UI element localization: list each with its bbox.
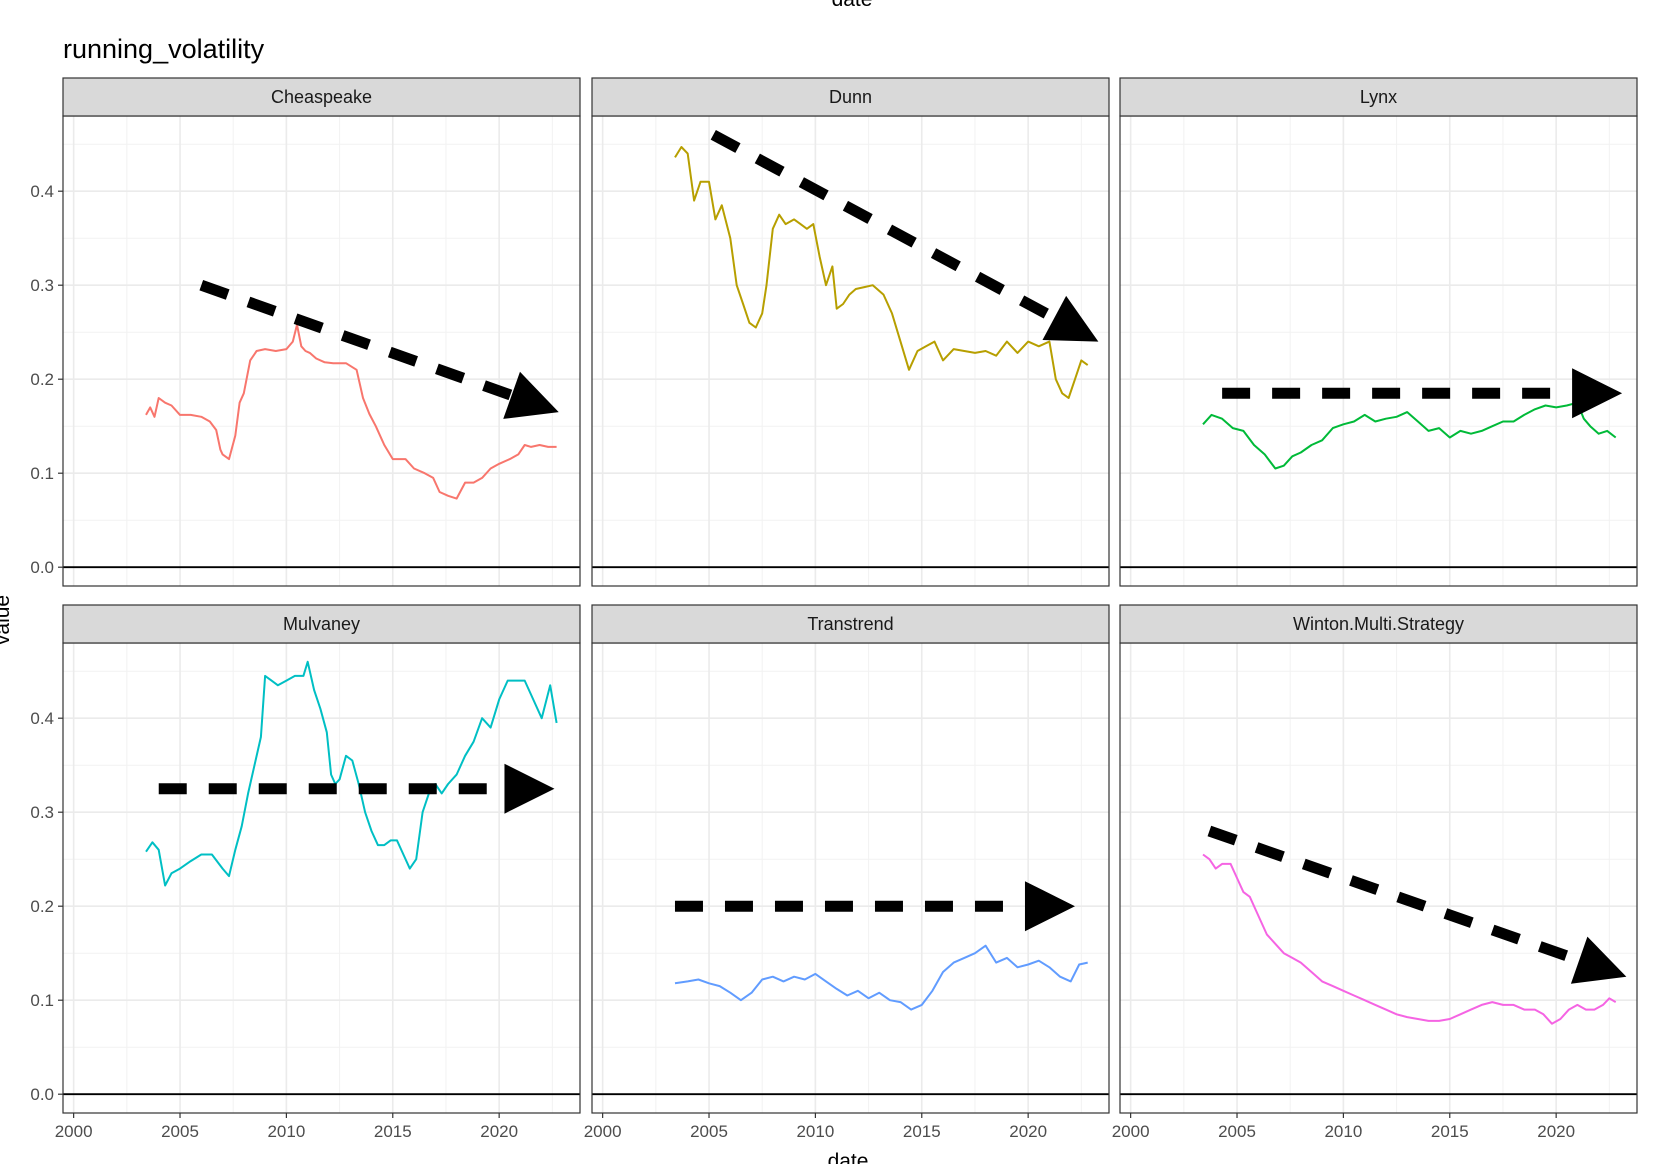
x-tick-label: 2015: [903, 1122, 941, 1141]
series-line-transtrend: [674, 944, 1088, 1011]
x-tick-label: 2015: [374, 1122, 412, 1141]
facet-strip-label: Lynx: [1360, 87, 1397, 107]
facet-strip: [591, 77, 1110, 117]
x-tick-label: 2005: [1218, 1122, 1256, 1141]
facet-panels: Cheaspeake 0.0 0.1 0.2 0.3 0.4 Dunn Lynx Mulvane…: [30, 77, 1638, 1141]
facet-strip: [62, 77, 581, 117]
facet-cheaspeake: Cheaspeake 0.0 0.1 0.2 0.3 0.4: [30, 77, 581, 587]
panel-background: [592, 116, 1109, 586]
x-axis-title: date: [828, 1150, 869, 1164]
panel-background: [63, 643, 580, 1113]
x-tick-label: 2000: [584, 1122, 622, 1141]
trend-arrow-head: [1572, 368, 1623, 419]
facet-strip: [1119, 77, 1638, 117]
facet-strip-label: Mulvaney: [283, 614, 360, 634]
series-line-dunn: [674, 146, 1089, 399]
facet-strip-label: Winton.Multi.Strategy: [1293, 614, 1464, 634]
trend-arrow-head: [1024, 881, 1075, 932]
y-tick-label: 0.2: [30, 370, 54, 389]
x-tick-label: 2010: [267, 1122, 305, 1141]
y-tick-label: 0.1: [30, 464, 54, 483]
chart-title: running_volatility: [63, 34, 265, 64]
facet-lynx: Lynx: [1119, 77, 1638, 587]
x-tick-label: 2005: [690, 1122, 728, 1141]
panel-background: [592, 643, 1109, 1113]
facet-mulvaney: Mulvaney 0.0 0.1 0.2 0.3 0.4 2000 2005 2010 2015 2…: [30, 604, 581, 1141]
y-tick-label: 0.3: [30, 276, 54, 295]
series-line-mulvaney: [145, 660, 558, 887]
trend-arrow-head: [503, 371, 559, 419]
x-tick-label: 2020: [1537, 1122, 1575, 1141]
facet-strip: [591, 604, 1110, 644]
facet-strip-label: Cheaspeake: [271, 87, 372, 107]
trend-arrow-head: [1042, 295, 1099, 342]
x-tick-label: 2005: [161, 1122, 199, 1141]
panel-background: [63, 116, 580, 586]
y-tick-label: 0.0: [30, 558, 54, 577]
facet-winton-multi-strategy: Winton.Multi.Strategy 2000 2005 2010 2015 202…: [1112, 604, 1638, 1141]
facet-strip-label: Dunn: [829, 87, 872, 107]
trend-arrow-shaft: [1207, 825, 1581, 966]
panel-background: [1120, 643, 1637, 1113]
x-tick-label: 2020: [480, 1122, 518, 1141]
trend-arrow-shaft: [199, 280, 514, 401]
x-tick-label: 2010: [796, 1122, 834, 1141]
y-tick-label: 0.3: [30, 803, 54, 822]
series-line-cheaspeake: [145, 323, 557, 500]
series-line-lynx: [1202, 401, 1617, 470]
y-tick-label: 0.1: [30, 991, 54, 1010]
facet-dunn: Dunn: [591, 77, 1110, 587]
x-tick-label: 2015: [1431, 1122, 1469, 1141]
x-tick-label: 2020: [1009, 1122, 1047, 1141]
facet-transtrend: Transtrend 2000 2005 2010 2015 2020: [584, 604, 1110, 1141]
trend-arrow-head: [504, 763, 555, 814]
facet-strip: [1119, 604, 1638, 644]
y-tick-label: 0.4: [30, 182, 54, 201]
x-tick-label: 2000: [55, 1122, 93, 1141]
y-axis-title: value: [0, 595, 14, 645]
series-line-winton-multi-strategy: [1202, 853, 1617, 1025]
top-axis-label: date: [832, 0, 873, 11]
y-tick-label: 0.2: [30, 897, 54, 916]
panel-background: [1120, 116, 1637, 586]
facet-strip-label: Transtrend: [807, 614, 893, 634]
y-tick-label: 0.4: [30, 709, 54, 728]
y-tick-label: 0.0: [30, 1085, 54, 1104]
trend-arrow-shaft: [710, 129, 1057, 323]
trend-arrow-head: [1570, 936, 1627, 984]
facet-strip: [62, 604, 581, 644]
x-tick-label: 2000: [1112, 1122, 1150, 1141]
x-tick-label: 2010: [1324, 1122, 1362, 1141]
